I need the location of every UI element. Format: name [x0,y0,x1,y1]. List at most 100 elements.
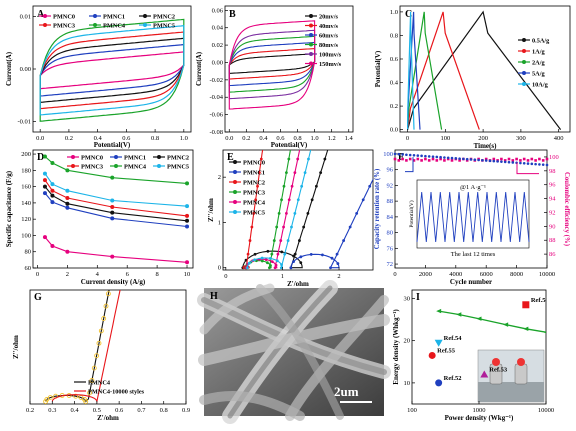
nyquist-point [307,157,310,161]
y-tick-label: 20 [404,338,411,345]
retention-point [393,152,397,156]
panel-i-ragone: I Ref.56 Ref.54 Ref.55 Ref.53 Ref.52 100 1000… [392,289,554,422]
x-tick-label: 0.5 [93,407,101,414]
y-axis-label: Current(A) [195,51,203,86]
ragone-point [456,312,462,317]
efficiency-point [526,159,530,162]
nyquist-point [342,239,346,242]
legend-marker [309,14,313,18]
efficiency-point [424,157,427,161]
legend-marker [233,210,237,214]
x-tick-label: 8000 [510,271,523,278]
x-axis-label: Z'/ohm [287,280,309,288]
x-tick-label: 0 [224,273,227,280]
nyquist-point [296,157,300,161]
nyquist-point [310,198,314,202]
rate-point [50,161,55,166]
cv-curve-pmnc2 [39,37,185,103]
efficiency-point [393,157,397,161]
nyquist-point [287,157,291,161]
x-tick-label: 2 [337,273,340,280]
nyquist-point [269,264,272,267]
legend-marker [309,23,313,28]
x-tick-label: 100 [407,407,417,414]
panel-g-frame [29,289,187,405]
retention-point [507,160,511,164]
y-tick-label: 72 [387,261,394,268]
nyquist-point [287,198,291,202]
rate-point [42,178,47,183]
ragone-point [523,326,529,332]
y-axis-label: Z''/ohm [12,335,20,359]
retention-point [424,154,427,158]
legend-entry: PMNC3 [81,163,103,170]
legend-entry: PMNC1 [243,169,265,176]
x-tick-label: 4 [96,271,100,278]
y-tick-label: 0.00 [212,59,223,66]
y-tick-label: 96 [387,167,394,174]
nyquist-point [105,291,111,297]
legend-entry: 0.5A/g [532,37,550,44]
efficiency-point [443,159,446,162]
legend-entry: PMNC0 [53,13,75,20]
rate-point [65,205,70,210]
y-axis-label: Z''/ohm [207,198,215,222]
legend-marker [309,42,313,47]
rate-line-pmnc0 [44,236,188,263]
efficiency-point [416,157,420,161]
legend-entry: PMNC4 [243,199,266,206]
nyquist-point [282,225,285,229]
efficiency-point [492,157,496,161]
ref-label: Ref.53 [489,366,508,373]
ref-label: Ref.55 [437,347,456,354]
y2-axis-label: Coulombic efficiency (%) [563,172,570,246]
panel-f-frame [394,149,548,269]
y-tick-label: 200 [21,151,31,158]
retention-point [469,158,473,161]
retention-point [541,163,545,166]
x-tick-label: 1.0 [311,135,319,142]
rate-point [185,181,190,186]
nyquist-point [293,252,297,256]
retention-point [534,162,537,166]
nyquist-point [270,260,274,264]
x-tick-label: 0.6 [115,407,124,414]
y-tick-label: -0.08 [209,129,223,136]
nyquist-point [275,225,279,229]
legend-entry: PMNC0 [243,159,265,166]
gcd-curve-10A/g [407,11,415,130]
legend-entry: 5A/g [532,70,545,77]
nyquist-point [293,171,297,175]
rate-point [65,188,70,193]
nyquist-point [83,399,89,404]
nyquist-point [321,253,324,257]
nyquist-point [368,184,372,188]
retention-point [462,157,465,161]
nyquist-point [265,261,269,265]
y-tick-label: 0.01 [20,14,31,21]
rate-point [50,188,55,193]
retention-point [503,160,507,164]
panel-i-letter: I [416,292,420,303]
efficiency-point [420,159,423,162]
x-tick-label: 0.2 [26,407,34,414]
panel-e-frame [222,149,374,271]
retention-point [488,159,492,163]
rate-point [65,168,70,173]
x-tick-label: 200 [478,135,488,142]
panel-g-nyquist-cycled: G 0.2 0.3 0.4 0.5 0.6 0.7 0.8 0.9Z'/ohmZ''/ohm … [12,289,190,422]
x-tick-label: 0.6 [276,135,285,142]
nyquist-point [274,263,278,267]
legend-marker [233,180,237,184]
legend-entry: 2A/g [532,59,545,66]
x-axis-label: Z'/ohm [97,414,119,422]
x-tick-label: 10000 [539,271,555,278]
legend-entry: PMNC2 [167,154,189,161]
rate-point [42,191,47,196]
legend-entry: 80mv/s [319,42,338,49]
legend-marker [233,200,237,204]
x-tick-label: 6000 [480,271,493,278]
legend-marker [522,49,526,53]
legend-entry: PMNC0 [81,154,103,161]
efficiency-point [503,159,507,162]
